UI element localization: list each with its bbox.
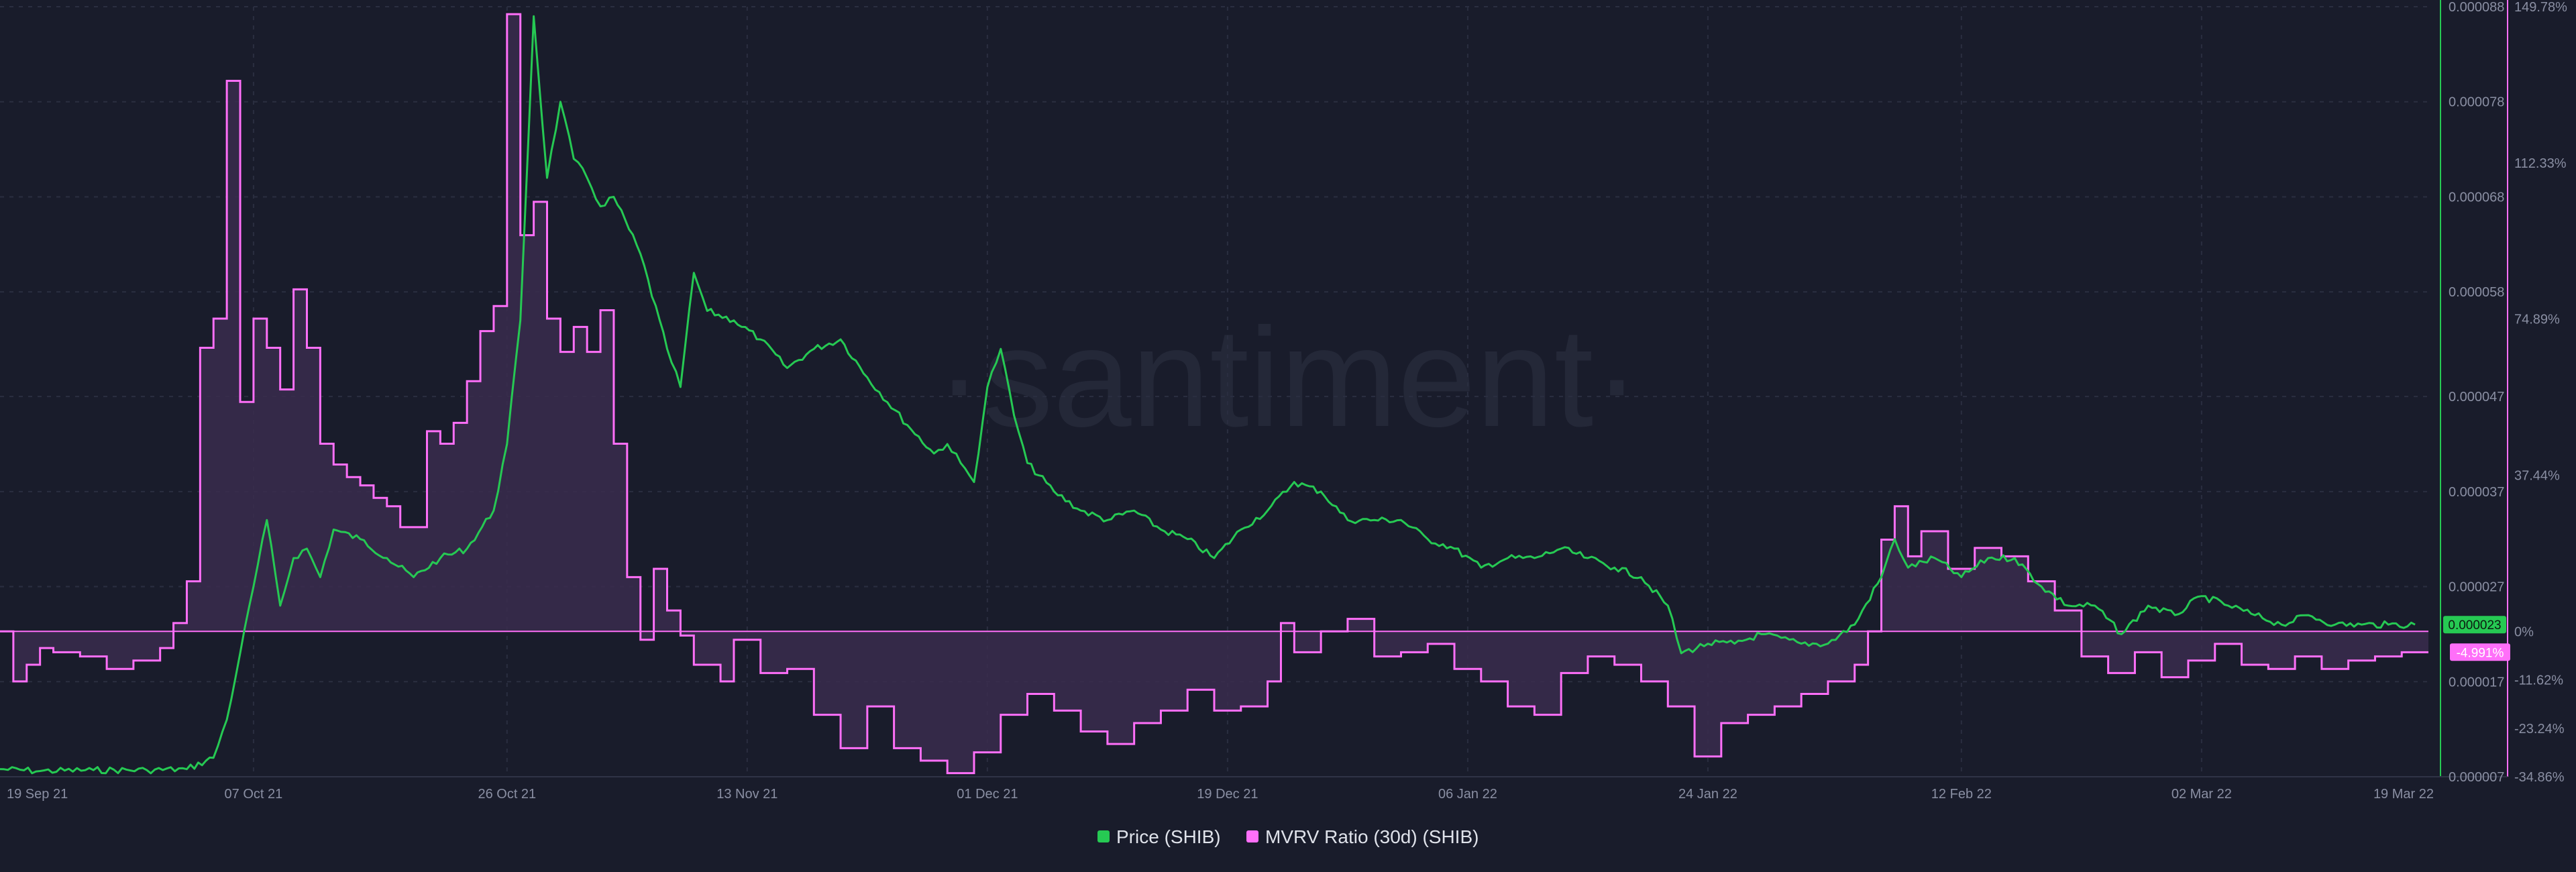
price-tick-label: 0.000047	[2449, 390, 2504, 404]
watermark-text: ·santiment·	[936, 298, 1640, 456]
mvrv-tick-label: 112.33%	[2514, 156, 2567, 171]
x-tick-label: 02 Mar 22	[2171, 787, 2232, 802]
x-tick-label: 13 Nov 21	[716, 787, 777, 802]
price-last-value-badge	[2443, 616, 2506, 634]
mvrv-tick-label: -23.24%	[2514, 722, 2565, 737]
mvrv-tick-label: 149.78%	[2514, 0, 2567, 15]
mvrv-tick-label: 0%	[2514, 624, 2534, 639]
price-tick-label: 0.000078	[2449, 95, 2504, 110]
price-series-line	[0, 15, 2416, 775]
legend-label-mvrv: MVRV Ratio (30d) (SHIB)	[1265, 826, 1479, 847]
price-tick-label: 0.000027	[2449, 580, 2504, 595]
mvrv-tick-label: -34.86%	[2514, 770, 2565, 785]
price-line	[0, 15, 2416, 775]
mvrv-axis-ticks: 149.78% 112.33% 74.89% 37.44% 0% -11.62% -23.2…	[2514, 0, 2567, 785]
value-badges: 0.000023 -4.991%	[2443, 616, 2510, 661]
x-tick-label: 19 Sep 21	[7, 787, 68, 802]
x-tick-label: 06 Jan 22	[1438, 787, 1497, 802]
x-tick-label: 01 Dec 21	[957, 787, 1018, 802]
mvrv-last-value-badge	[2450, 643, 2510, 661]
x-tick-label: 19 Mar 22	[2373, 787, 2434, 802]
x-tick-label: 24 Jan 22	[1678, 787, 1737, 802]
x-tick-label: 19 Dec 21	[1197, 787, 1258, 802]
x-tick-label: 07 Oct 21	[225, 787, 283, 802]
mvrv-tick-label: -11.62%	[2514, 673, 2563, 688]
price-tick-label: 0.000017	[2449, 675, 2504, 690]
mvrv-series-line	[0, 13, 2428, 775]
price-tick-label: 0.000068	[2449, 190, 2504, 205]
mvrv-tick-label: 74.89%	[2514, 313, 2560, 327]
price-tick-label: 0.000007	[2449, 770, 2504, 785]
legend-item-mvrv[interactable]: MVRV Ratio (30d) (SHIB)	[1246, 826, 1479, 847]
x-tick-label: 26 Oct 21	[478, 787, 536, 802]
legend-swatch-mvrv	[1246, 830, 1258, 842]
legend-label-price: Price (SHIB)	[1116, 826, 1221, 847]
price-tick-label: 0.000037	[2449, 485, 2504, 500]
price-last-value-text: 0.000023	[2448, 618, 2501, 633]
mvrv-area-fill	[0, 14, 2428, 773]
mvrv-tick-label: 37.44%	[2514, 468, 2560, 483]
price-tick-label: 0.000058	[2449, 285, 2504, 300]
price-tick-label: 0.000088	[2449, 0, 2504, 15]
price-axis-ticks: 0.000088 0.000078 0.000068 0.000058 0.000047…	[2449, 0, 2504, 785]
mvrv-area	[0, 14, 2428, 773]
mvrv-last-value-text: -4.991%	[2457, 646, 2504, 660]
legend-item-price[interactable]: Price (SHIB)	[1097, 826, 1221, 847]
mvrv-line	[0, 13, 2428, 775]
legend: Price (SHIB) MVRV Ratio (30d) (SHIB)	[1097, 826, 1479, 847]
legend-swatch-price	[1097, 830, 1110, 842]
x-axis-ticks: 19 Sep 21 07 Oct 21 26 Oct 21 13 Nov 21 01 D…	[7, 787, 2434, 802]
x-tick-label: 12 Feb 22	[1931, 787, 1992, 802]
